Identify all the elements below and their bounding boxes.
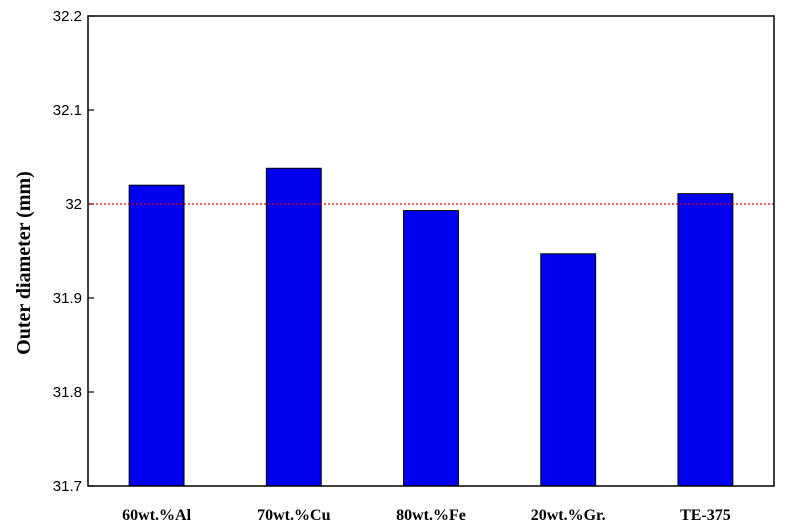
bar bbox=[677, 193, 734, 487]
x-category-label: TE-375 bbox=[680, 507, 731, 524]
bars bbox=[128, 167, 734, 487]
y-tick-label: 32 bbox=[65, 196, 82, 213]
x-category-label: 70wt.%Cu bbox=[257, 507, 330, 524]
bar bbox=[540, 253, 597, 487]
x-category-label: 60wt.%Al bbox=[122, 507, 191, 524]
bar bbox=[403, 210, 459, 487]
y-axis-ticks: 31.7 31.8 31.9 32 32.1 32.2 bbox=[53, 8, 94, 495]
x-axis-labels: 60wt.%Al 70wt.%Cu 80wt.%Fe 20wt.%Gr. TE-375 bbox=[122, 507, 731, 524]
y-tick-label: 31.9 bbox=[53, 290, 82, 307]
x-category-label: 80wt.%Fe bbox=[396, 507, 466, 524]
y-tick-label: 31.8 bbox=[53, 384, 82, 401]
bar bbox=[128, 184, 185, 487]
bar bbox=[265, 167, 322, 487]
x-category-label: 20wt.%Gr. bbox=[531, 507, 606, 524]
y-tick-label: 31.7 bbox=[53, 478, 82, 495]
y-axis-title: Outer diameter (mm) bbox=[13, 171, 35, 355]
y-tick-label: 32.2 bbox=[53, 8, 82, 25]
plot-frame bbox=[87, 15, 775, 487]
y-tick-label: 32.1 bbox=[53, 102, 82, 119]
